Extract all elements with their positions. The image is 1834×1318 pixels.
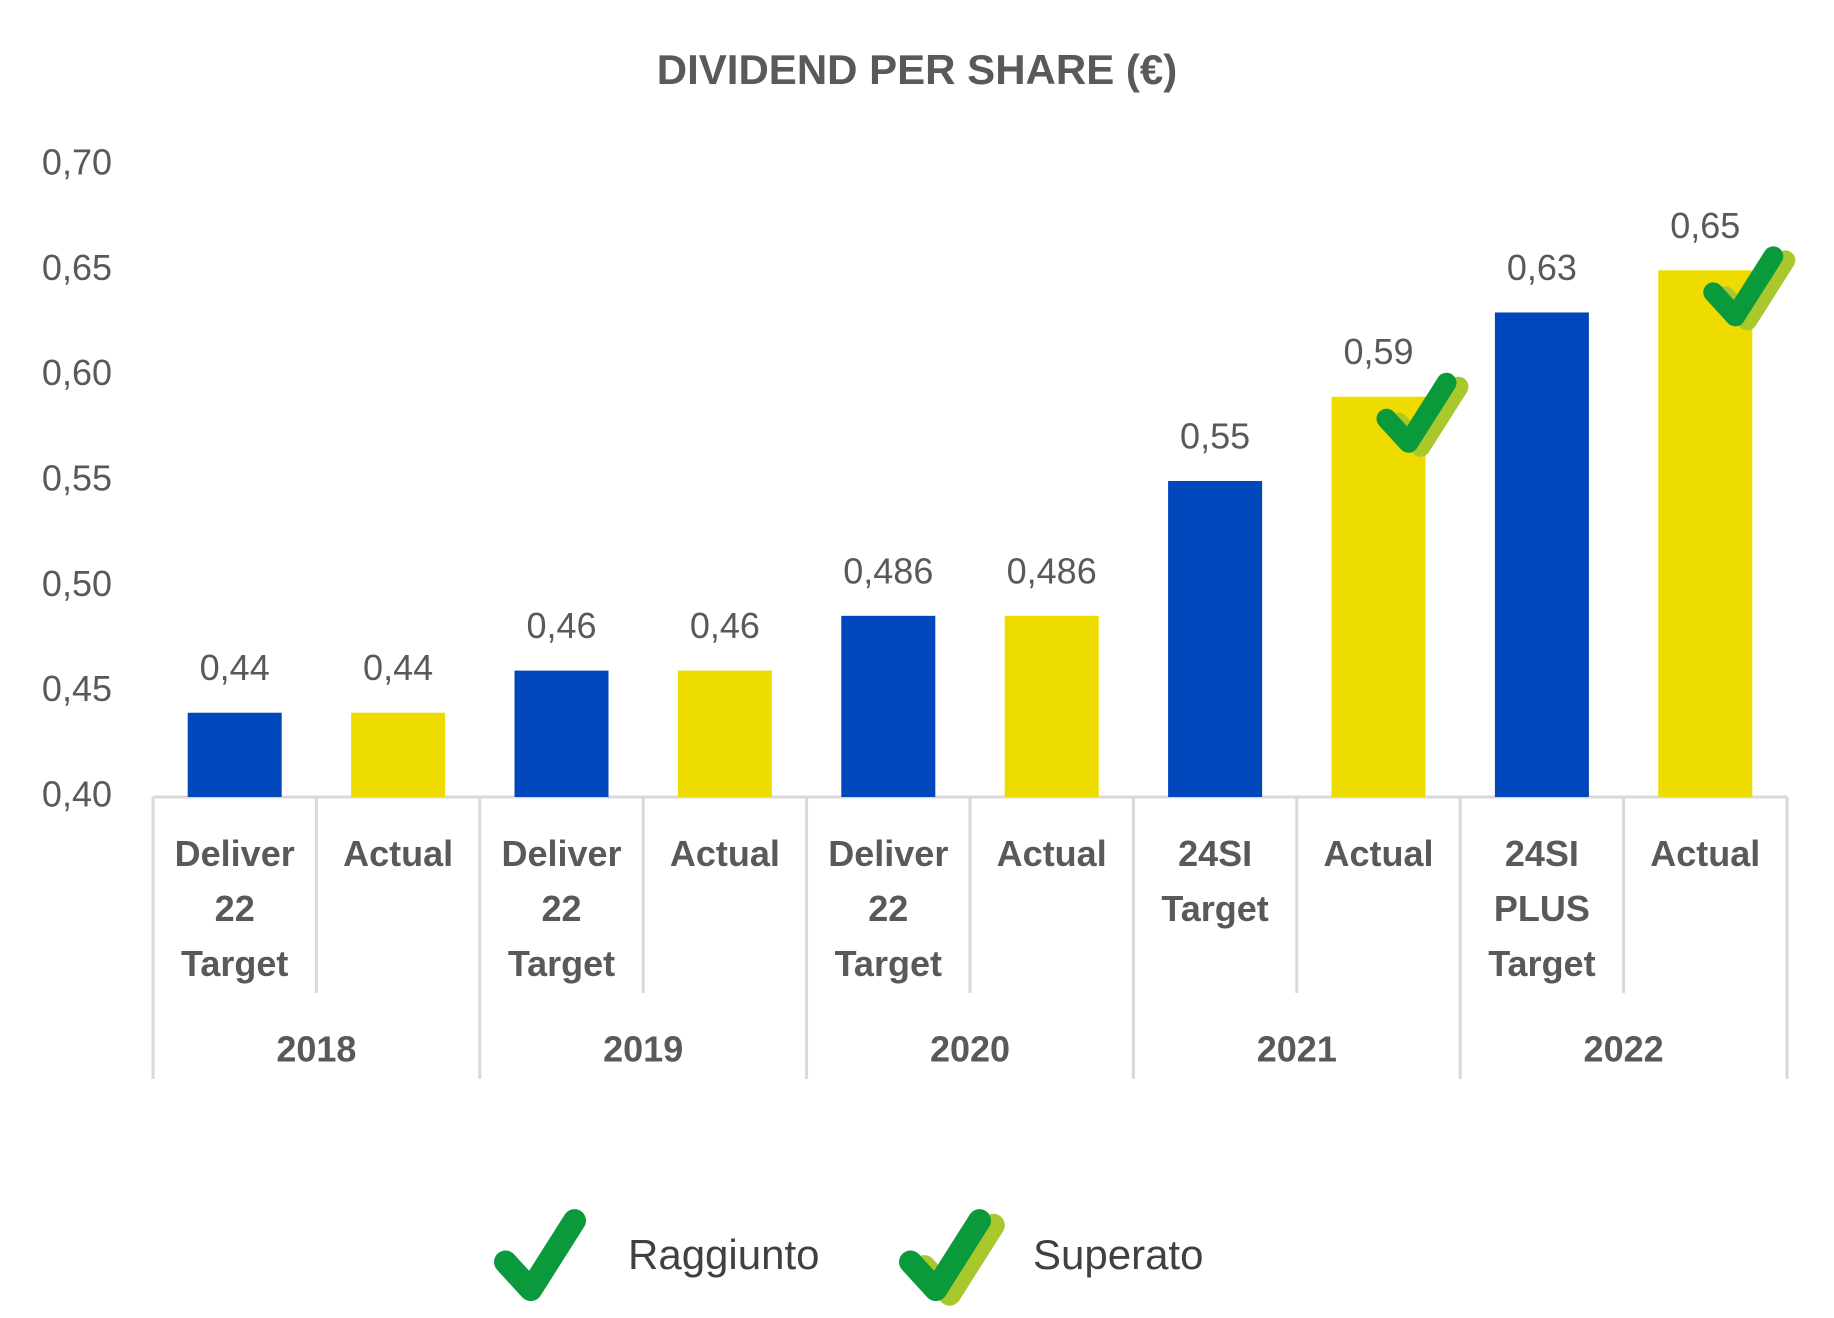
y-tick-label: 0,70 — [42, 142, 112, 183]
x-tick-label: Deliver 22 Target — [501, 833, 621, 984]
group-label: 2019 — [603, 1029, 683, 1070]
y-tick-label: 0,55 — [42, 458, 112, 499]
bar — [1168, 481, 1263, 797]
group-label: 2022 — [1584, 1029, 1664, 1070]
x-tick-label: 24SI PLUS Target — [1488, 833, 1595, 984]
y-tick-label: 0,45 — [42, 668, 112, 709]
bar — [351, 712, 446, 797]
y-tick-label: 0,50 — [42, 563, 112, 604]
bar — [841, 615, 936, 797]
group-label: 2018 — [276, 1029, 356, 1070]
x-tick-label: Actual — [343, 833, 453, 874]
check-mark — [899, 1209, 991, 1302]
check-mark — [494, 1209, 586, 1302]
group-label: 2021 — [1257, 1029, 1337, 1070]
y-tick-label: 0,60 — [42, 352, 112, 393]
y-tick-label: 0,65 — [42, 247, 112, 288]
value-label: 0,46 — [526, 605, 596, 646]
value-label: 0,44 — [363, 647, 433, 688]
bar — [1494, 312, 1589, 797]
x-tick-label: Actual — [1650, 833, 1760, 874]
legend-label: Raggiunto — [628, 1231, 819, 1278]
value-label: 0,55 — [1180, 416, 1250, 457]
bar — [1658, 270, 1753, 797]
value-label: 0,63 — [1507, 247, 1577, 288]
legend-label: Superato — [1033, 1231, 1203, 1278]
bar — [514, 670, 609, 797]
value-label: 0,59 — [1343, 331, 1413, 372]
bar — [1331, 396, 1426, 797]
x-tick-label: Actual — [1323, 833, 1433, 874]
x-tick-label: Deliver 22 Target — [175, 833, 295, 984]
chart-title: DIVIDEND PER SHARE (€) — [657, 46, 1177, 93]
value-label: 0,486 — [843, 550, 933, 591]
x-tick-label: Deliver 22 Target — [828, 833, 948, 984]
bar — [677, 670, 772, 797]
value-label: 0,46 — [690, 605, 760, 646]
check-mark — [1376, 372, 1457, 453]
value-label: 0,486 — [1007, 550, 1097, 591]
y-tick-label: 0,40 — [42, 774, 112, 815]
check-mark — [1703, 246, 1784, 327]
value-label: 0,44 — [200, 647, 270, 688]
x-tick-label: 24SI Target — [1161, 833, 1268, 929]
value-label: 0,65 — [1670, 205, 1740, 246]
x-tick-label: Actual — [670, 833, 780, 874]
bar — [1004, 615, 1099, 797]
x-tick-label: Actual — [997, 833, 1107, 874]
bar — [187, 712, 282, 797]
group-label: 2020 — [930, 1029, 1010, 1070]
